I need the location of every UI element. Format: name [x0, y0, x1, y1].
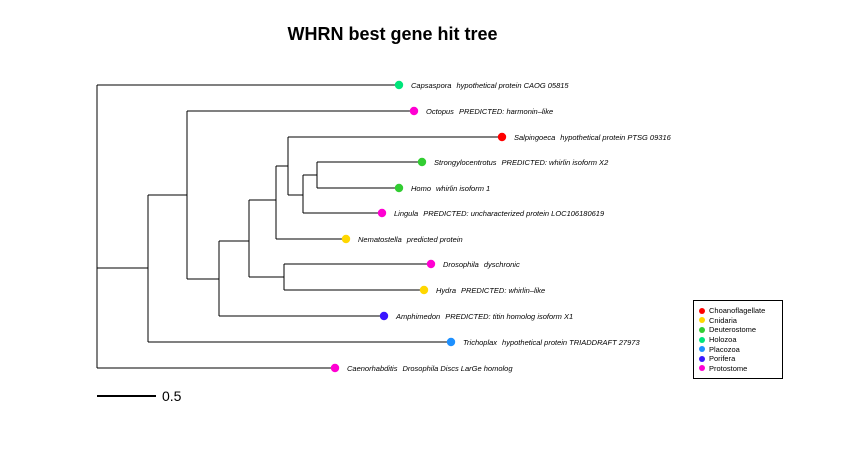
leaf-marker-nematostella — [341, 234, 351, 244]
legend-label: Cnidaria — [709, 315, 737, 325]
legend-item-choanoflagellate: Choanoflagellate — [699, 306, 782, 316]
leaf-label-octopus: Octopus PREDICTED: harmonin–like — [426, 107, 553, 116]
leaf-label-strongylocentrotus: Strongylocentrotus PREDICTED: whirlin iso… — [434, 158, 609, 167]
legend-swatch — [699, 307, 705, 314]
legend-item-porifera: Porifera — [699, 354, 782, 364]
leaf-marker-hydra — [419, 285, 429, 295]
leaf-marker-drosophila — [426, 259, 436, 269]
leaf-description: predicted protein — [406, 235, 463, 244]
leaf-genus: Octopus — [426, 107, 454, 116]
leaf-label-capsaspora: Capsaspora hypothetical protein CAOG 0581… — [411, 81, 569, 90]
leaf-description: hypothetical protein PTSG 09316 — [560, 133, 671, 142]
leaf-label-salpingoeca: Salpingoeca hypothetical protein PTSG 093… — [514, 133, 672, 142]
leaf-genus: Drosophila — [443, 260, 479, 269]
leaf-marker-capsaspora — [394, 80, 404, 90]
leaf-genus: Salpingoeca — [514, 133, 555, 142]
legend-label: Protostome — [709, 363, 748, 373]
leaf-label-hydra: Hydra PREDICTED: whirlin–like — [436, 286, 545, 295]
leaf-label-caenorhabditis: Caenorhabditis Drosophila Discs LarGe hom… — [347, 364, 513, 373]
legend-swatch — [699, 346, 705, 353]
leaf-genus: Trichoplax — [463, 338, 497, 347]
legend-swatch — [699, 365, 705, 372]
leaf-marker-homo — [394, 183, 404, 193]
scale-bar-label: 0.5 — [162, 388, 182, 404]
leaf-label-trichoplax: Trichoplax hypothetical protein TRIADDRAF… — [463, 338, 640, 347]
legend-label: Placozoa — [709, 344, 740, 354]
leaf-description: dyschronic — [484, 260, 520, 269]
leaf-genus: Lingula — [394, 209, 418, 218]
scale-bar-line — [97, 395, 156, 397]
leaf-description: hypothetical protein TRIADDRAFT 27973 — [502, 338, 640, 347]
legend-item-deuterostome: Deuterostome — [699, 325, 782, 335]
leaf-description: whirlin isoform 1 — [436, 184, 490, 193]
leaf-label-amphimedon: Amphimedon PREDICTED: titin homolog isofo… — [395, 312, 573, 321]
leaf-genus: Homo — [411, 184, 431, 193]
leaf-marker-caenorhabditis — [330, 363, 340, 373]
leaf-marker-lingula — [377, 208, 387, 218]
leaf-marker-salpingoeca — [497, 132, 507, 142]
leaf-genus: Amphimedon — [395, 312, 440, 321]
leaf-description: hypothetical protein CAOG 05815 — [456, 81, 569, 90]
legend-swatch — [699, 326, 705, 333]
leaf-label-nematostella: Nematostella predicted protein — [358, 235, 463, 244]
legend-swatch — [699, 317, 705, 324]
leaf-genus: Hydra — [436, 286, 456, 295]
leaf-label-lingula: Lingula PREDICTED: uncharacterized protei… — [394, 209, 605, 218]
legend-swatch — [699, 355, 705, 362]
leaf-description: PREDICTED: whirlin–like — [461, 286, 545, 295]
leaf-description: Drosophila Discs LarGe homolog — [402, 364, 513, 373]
legend-label: Porifera — [709, 354, 736, 364]
legend-item-cnidaria: Cnidaria — [699, 316, 782, 326]
leaf-description: PREDICTED: uncharacterized protein LOC10… — [423, 209, 605, 218]
legend-item-protostome: Protostome — [699, 364, 782, 374]
leaf-genus: Capsaspora — [411, 81, 451, 90]
tree-title: WHRN best gene hit tree — [287, 24, 498, 44]
legend-label: Deuterostome — [709, 325, 757, 335]
leaf-marker-octopus — [409, 106, 419, 116]
leaf-marker-trichoplax — [446, 337, 456, 347]
leaf-description: PREDICTED: titin homolog isoform X1 — [445, 312, 573, 321]
leaf-marker-strongylocentrotus — [417, 157, 427, 167]
legend-label: Choanoflagellate — [709, 306, 766, 316]
legend-item-holozoa: Holozoa — [699, 335, 782, 345]
legend-label: Holozoa — [709, 335, 737, 345]
leaf-description: PREDICTED: harmonin–like — [459, 107, 553, 116]
leaf-genus: Nematostella — [358, 235, 402, 244]
leaf-label-drosophila: Drosophila dyschronic — [443, 260, 520, 269]
leaf-description: PREDICTED: whirlin isoform X2 — [502, 158, 610, 167]
leaf-genus: Strongylocentrotus — [434, 158, 497, 167]
legend-swatch — [699, 336, 705, 343]
legend-item-placozoa: Placozoa — [699, 344, 782, 354]
leaf-label-homo: Homo whirlin isoform 1 — [411, 184, 490, 193]
legend: Choanoflagellate Cnidaria Deuterostome Holo… — [693, 300, 783, 379]
leaf-marker-amphimedon — [379, 311, 389, 321]
leaf-genus: Caenorhabditis — [347, 364, 398, 373]
